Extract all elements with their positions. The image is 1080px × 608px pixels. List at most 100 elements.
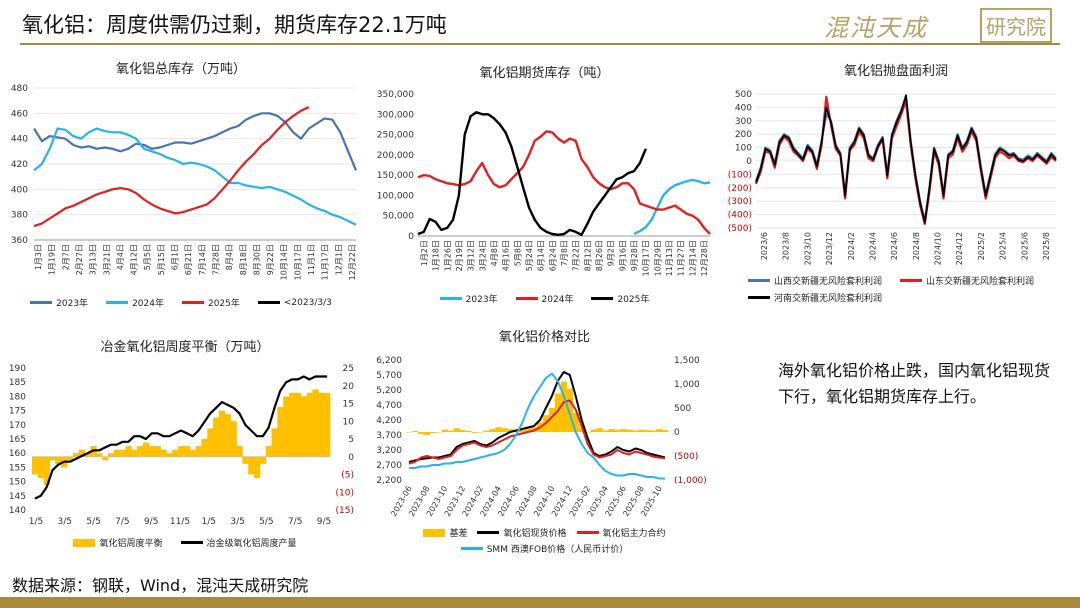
x-tick-label: 7/5 [288, 517, 302, 527]
chart-legend: 2023年 2024年 2025年 <2023/3/3 [0, 296, 362, 309]
y2-tick-label: (15) [336, 506, 354, 516]
title-divider [20, 43, 1060, 45]
y-tick-label: (200) [728, 184, 752, 194]
page-title: 氧化铝：周度供需仍过剩，期货库存22.1万吨 [22, 13, 447, 37]
balance-bar [242, 456, 249, 464]
y-tick-label: 175 [9, 407, 26, 417]
balance-bar [283, 396, 290, 457]
y-tick-label: 165 [9, 435, 26, 445]
x-tick-label: 10月17日 [642, 240, 651, 276]
basis-bar [411, 431, 419, 432]
legend-label: 2024年 [541, 295, 574, 305]
y2-tick-label: 10 [343, 417, 355, 427]
balance-bar [131, 449, 138, 457]
x-tick-label: 9月28日 [630, 240, 639, 271]
x-tick-label: 4月8日 [490, 240, 499, 266]
x-tick-label: 2023/10 [803, 232, 812, 265]
x-tick-label: 1月26日 [443, 240, 452, 271]
balance-bar [236, 446, 243, 457]
legend-label: 2024年 [132, 299, 164, 309]
basis-bar [423, 432, 431, 435]
y-tick-label: 2,200 [376, 476, 402, 486]
basis-bar [572, 412, 579, 432]
balance-bar [154, 446, 161, 457]
x-tick-label: 3月21日 [102, 244, 111, 275]
chart-canvas: 140145150155160165170175180185190(15)(10… [9, 364, 355, 527]
balance-bar [306, 392, 313, 457]
basis-bar [548, 408, 556, 432]
legend-label: SMM 西澳FOB价格（人民币计价） [486, 545, 629, 555]
x-tick-label: 12月14日 [688, 240, 697, 276]
legend-item: 氧化铝现货价格 [477, 526, 567, 539]
x-tick-label: 8月18日 [239, 244, 248, 275]
basis-bar [638, 429, 645, 432]
legend-swatch [591, 297, 614, 300]
basis-bar [471, 432, 478, 433]
x-tick-label: 4月12日 [130, 244, 139, 275]
balance-bar [189, 449, 197, 457]
legend-label: 2025年 [617, 295, 650, 305]
y-tick-label: 170 [9, 421, 26, 431]
legend-swatch [106, 301, 129, 304]
x-tick-label: 9月2日 [607, 240, 616, 266]
x-tick-label: 9/5 [144, 517, 158, 527]
y-tick-label: 150 [9, 478, 26, 488]
y-tick-label: 250,000 [377, 131, 414, 141]
x-tick-label: 2024/10 [934, 232, 943, 265]
x-tick-label: 6月24日 [548, 240, 557, 271]
x-tick-label: 2025/6 [1020, 232, 1029, 260]
basis-bar [507, 429, 514, 432]
series-line [33, 127, 357, 226]
series-line [633, 178, 711, 236]
x-tick-label: 4月16日 [502, 240, 511, 271]
x-tick-label: 2024/6 [890, 232, 899, 260]
basis-bar [406, 432, 413, 433]
legend-item: 氧化铝主力合约 [576, 526, 666, 539]
legend-swatch [181, 301, 204, 304]
y-tick-label: 0 [746, 157, 752, 167]
balance-bar [43, 456, 50, 486]
y2-tick-label: 25 [343, 364, 354, 374]
legend-swatch [180, 541, 203, 544]
legend-swatch [257, 301, 280, 304]
basis-bar [596, 428, 603, 432]
balance-bar [248, 456, 255, 475]
x-tick-label: 10月14日 [280, 244, 289, 280]
series-line [417, 130, 711, 235]
basis-bar [650, 430, 657, 432]
legend-swatch [748, 279, 770, 282]
data-source: 数据来源：钢联，Wind，混沌天成研究院 [12, 576, 309, 595]
legend-swatch [423, 528, 446, 537]
x-tick-label: 8月26日 [595, 240, 604, 271]
brand-logo: 混沌天成 研究院 [824, 6, 1052, 43]
x-tick-label: 11月1日 [307, 244, 316, 275]
legend-swatch [748, 296, 770, 299]
basis-bar [578, 427, 585, 432]
y-tick-label: 400 [11, 185, 28, 195]
legend-label: 山东交新疆无风险套利利润 [926, 277, 1035, 287]
y-tick-label: 100,000 [377, 191, 414, 201]
y-tick-label: 4,700 [376, 401, 402, 411]
x-tick-label: 1月3日 [34, 244, 43, 270]
y2-tick-label: (1,000) [674, 476, 707, 486]
basis-bar [483, 430, 490, 432]
y2-tick-label: 1,000 [674, 380, 700, 390]
y-tick-label: 300 [735, 117, 752, 127]
x-tick-label: 7月28日 [211, 244, 220, 275]
x-tick-label: 1月2日 [420, 240, 429, 266]
y2-tick-label: (500) [674, 452, 698, 462]
x-tick-label: 3月13日 [89, 244, 98, 275]
balance-bar [78, 449, 85, 457]
legend-item: 2025年 [591, 292, 649, 305]
y-tick-label: 480 [11, 84, 28, 94]
y-tick-label: 5,200 [376, 386, 402, 396]
basis-bar [495, 427, 502, 432]
y-tick-label: 440 [11, 135, 28, 145]
balance-bar [107, 453, 115, 457]
chart-canvas: (500) (400) (300) (200) (100) 0 100 200 300 400 50… [728, 90, 1057, 265]
balance-bar [96, 453, 103, 457]
x-tick-label: 7/5 [115, 517, 129, 527]
legend-label: 2025年 [207, 299, 240, 309]
balance-bar [271, 428, 278, 457]
y-tick-label: 0 [408, 232, 414, 242]
